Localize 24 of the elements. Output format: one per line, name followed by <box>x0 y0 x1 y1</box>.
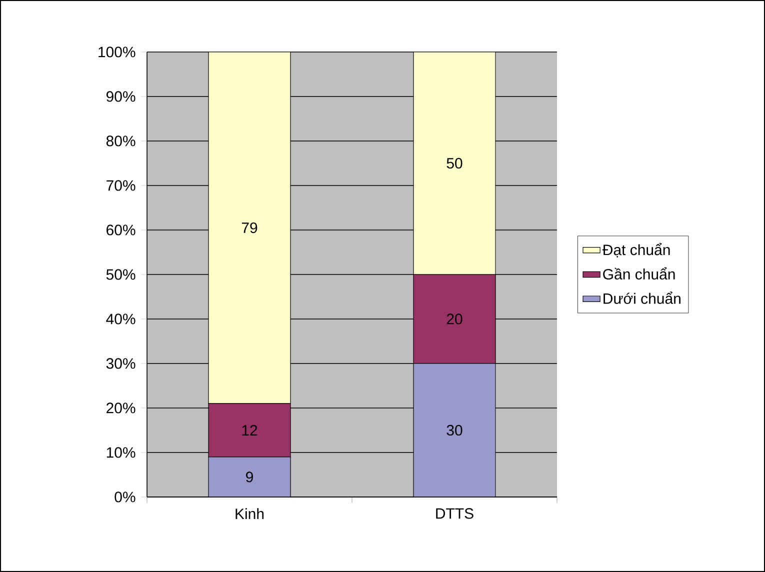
data-label: 20 <box>446 314 462 324</box>
y-tick-label: 50% <box>106 269 136 280</box>
bar <box>413 363 496 497</box>
y-tick-label: 80% <box>106 136 136 146</box>
legend-label: Dưới chuẩn <box>604 292 680 304</box>
legend-label: Đạt chuẩn <box>602 242 670 258</box>
y-tick-label: 60% <box>106 224 136 236</box>
data-label: 30 <box>446 424 462 436</box>
x-tick-label: DTTS <box>436 508 474 519</box>
legend-label: Gần chuẩn <box>603 267 675 280</box>
y-tick-label: 0% <box>114 492 136 502</box>
y-tick-label: 30% <box>106 358 136 369</box>
data-label: 12 <box>242 424 258 436</box>
y-tick-label: 10% <box>106 447 136 458</box>
y-tick-label: 100% <box>98 46 136 58</box>
y-tick-label: 20% <box>106 402 136 414</box>
y-tick-label: 70% <box>106 180 136 191</box>
data-label: 9 <box>246 472 253 482</box>
y-tick-label: 90% <box>106 91 136 102</box>
y-tick-label: 40% <box>106 314 136 324</box>
x-tick-label: Kinh <box>236 508 264 520</box>
data-label: 50 <box>446 158 462 169</box>
bar <box>208 456 291 497</box>
data-label: 79 <box>242 222 258 234</box>
